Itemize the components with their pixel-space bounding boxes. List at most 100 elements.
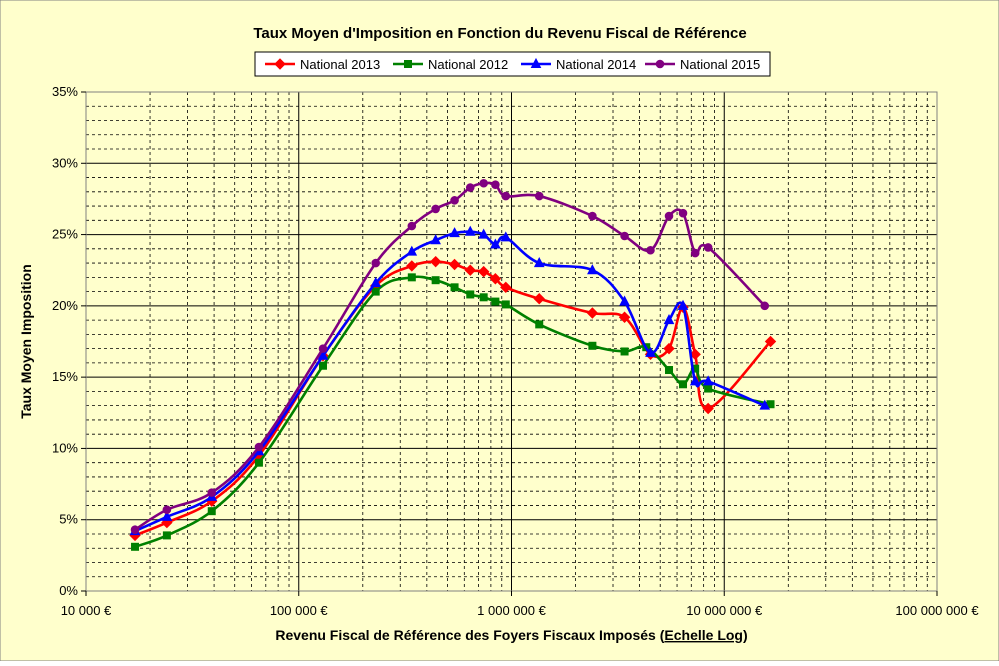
legend-label: National 2014 — [556, 57, 636, 72]
legend-swatch-marker — [530, 57, 542, 68]
data-point-national-2014 — [449, 227, 460, 238]
data-point-national-2015 — [130, 525, 140, 534]
data-point-national-2015 — [407, 221, 417, 231]
data-point-national-2012 — [450, 283, 459, 292]
data-point-national-2013 — [477, 265, 490, 278]
data-point-national-2012 — [431, 276, 440, 285]
data-point-national-2014 — [663, 314, 675, 325]
data-point-national-2014 — [645, 346, 656, 357]
legend-item-national-2015[interactable]: National 2015 — [645, 57, 760, 72]
legend-swatch-marker — [274, 58, 286, 70]
series-national-2012 — [131, 273, 775, 551]
data-point-national-2014 — [587, 264, 598, 275]
grid — [85, 91, 938, 592]
y-tick-label: 35% — [52, 84, 78, 99]
data-point-national-2014 — [406, 245, 418, 256]
legend-box — [254, 51, 771, 77]
data-point-national-2012 — [704, 384, 713, 393]
data-point-national-2012 — [479, 293, 488, 302]
x-axis-title-prefix: Revenu Fiscal de Référence des Foyers Fi… — [275, 627, 664, 643]
data-point-national-2013 — [429, 255, 442, 268]
x-tick-label: 100 000 000 € — [895, 603, 979, 618]
y-tick-label: 25% — [52, 227, 78, 242]
legend-swatch-marker — [655, 59, 665, 69]
data-point-national-2014 — [500, 231, 512, 242]
data-point-national-2012 — [466, 290, 475, 299]
data-point-national-2013 — [464, 264, 476, 276]
x-axis-title: Revenu Fiscal de Référence des Foyers Fi… — [275, 627, 747, 643]
data-point-national-2013 — [618, 311, 631, 323]
data-point-national-2012 — [620, 347, 629, 356]
data-point-national-2014 — [702, 375, 714, 386]
data-point-national-2015 — [431, 204, 440, 214]
data-point-national-2012 — [679, 380, 688, 389]
chart-title: Taux Moyen d'Imposition en Fonction du R… — [253, 25, 746, 42]
data-point-national-2014 — [464, 225, 476, 236]
legend-label: National 2013 — [300, 57, 380, 72]
data-point-national-2014 — [533, 257, 545, 268]
x-tick-label: 10 000 000 € — [686, 603, 763, 618]
data-point-national-2015 — [501, 191, 511, 201]
data-point-national-2013 — [764, 335, 777, 348]
y-tick-label: 5% — [59, 512, 78, 527]
x-tick-label: 10 000 € — [61, 603, 112, 618]
data-point-national-2015 — [207, 488, 217, 497]
data-point-national-2013 — [406, 260, 418, 272]
data-point-national-2012 — [207, 507, 216, 516]
x-tick-label: 1 000 000 € — [477, 603, 546, 618]
axes: 0% 5% 10% 15% 20% 25% 30% 35% 10 000 € 100 000 € 1… — [52, 84, 979, 618]
legend-item-national-2012[interactable]: National 2012 — [393, 57, 508, 72]
data-point-national-2012 — [162, 531, 171, 540]
data-point-national-2013 — [689, 348, 701, 361]
data-point-national-2014 — [161, 510, 173, 521]
y-tick-label: 15% — [52, 369, 78, 384]
data-point-national-2014 — [478, 228, 490, 239]
data-point-national-2013 — [448, 258, 461, 271]
data-point-national-2015 — [620, 231, 629, 241]
legend-item-national-2014[interactable]: National 2014 — [521, 57, 636, 72]
data-point-national-2015 — [254, 442, 264, 452]
data-point-national-2015 — [371, 258, 381, 268]
data-point-national-2012 — [491, 297, 500, 306]
data-point-national-2012 — [665, 366, 674, 375]
series-national-2015 — [130, 178, 770, 534]
data-point-national-2012 — [131, 542, 140, 551]
legend-item-national-2013[interactable]: National 2013 — [265, 57, 380, 72]
data-point-national-2012 — [588, 341, 597, 350]
x-axis-title-suffix: ) — [743, 627, 748, 643]
data-point-national-2013 — [586, 307, 599, 319]
legend: National 2013 National 2012 National 2014 N… — [254, 51, 771, 77]
data-point-national-2015 — [479, 178, 488, 188]
y-tick-label: 30% — [52, 155, 78, 170]
series-national-2014 — [129, 225, 771, 536]
data-point-national-2013 — [500, 281, 512, 294]
data-point-national-2013 — [702, 402, 714, 415]
data-point-national-2014 — [689, 375, 701, 386]
data-point-national-2012 — [501, 300, 510, 309]
data-point-national-2014 — [490, 238, 501, 249]
data-point-national-2015 — [162, 505, 172, 515]
data-point-national-2014 — [677, 299, 689, 310]
x-tick-label: 100 000 € — [270, 603, 329, 618]
data-point-national-2014 — [759, 399, 771, 410]
y-axis-title: Taux Moyen Imposition — [18, 264, 34, 419]
data-point-national-2013 — [533, 293, 545, 305]
series-layer — [129, 178, 777, 551]
data-point-national-2013 — [489, 273, 502, 285]
data-point-national-2015 — [588, 211, 597, 221]
data-point-national-2015 — [664, 211, 674, 221]
data-point-national-2012 — [254, 458, 263, 467]
data-point-national-2012 — [407, 273, 416, 282]
data-point-national-2015 — [678, 208, 688, 218]
x-axis-title-link[interactable]: Echelle Log — [664, 627, 743, 643]
data-point-national-2014 — [619, 295, 630, 306]
y-tick-label: 20% — [52, 298, 78, 313]
data-point-national-2014 — [317, 349, 329, 360]
data-point-national-2015 — [703, 243, 713, 252]
legend-swatch-marker — [404, 60, 412, 68]
legend-label: National 2015 — [680, 57, 760, 72]
data-point-national-2014 — [370, 276, 382, 288]
data-point-national-2012 — [535, 320, 544, 329]
